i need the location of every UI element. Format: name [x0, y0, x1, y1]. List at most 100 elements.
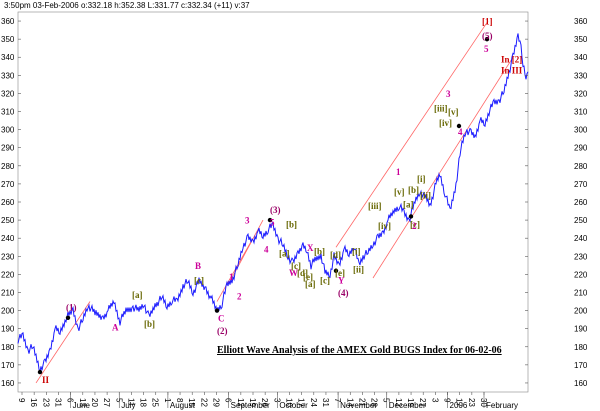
wave-label: [a] [305, 279, 316, 289]
y-tick-label-right: 320 [574, 89, 588, 98]
header-readout: 3:50pm 03-Feb-2006 o:332.18 h:352.38 L:3… [4, 1, 250, 10]
wave-label: [v] [394, 187, 405, 197]
y-tick-label-left: 160 [1, 379, 15, 388]
channel-lines [35, 20, 514, 384]
wave-label: [a] [132, 290, 143, 300]
x-tick-label: 18 [139, 398, 148, 407]
y-tick-label-left: 330 [1, 71, 15, 80]
channel-line [35, 301, 91, 384]
x-tick-label: 19 [248, 398, 257, 407]
wave-label: [e] [303, 272, 313, 282]
y-tick-label-left: 210 [1, 288, 15, 297]
x-tick-label: 25 [151, 398, 160, 407]
x-tick-label: 27 [418, 398, 427, 407]
wave-label: [v] [448, 107, 459, 117]
y-tick-label-right: 200 [574, 307, 588, 316]
month-label: February [486, 401, 518, 410]
x-tick-label: 31 [321, 398, 330, 407]
x-tick-label: 12 [394, 398, 403, 407]
y-tick-label-right: 340 [574, 53, 588, 62]
y-tick-label-right: 220 [574, 270, 588, 279]
x-tick-label: 9 [443, 398, 452, 403]
x-tick-label: 1 [163, 398, 172, 403]
month-label: October [279, 401, 308, 410]
x-tick-label: 3 [272, 398, 281, 403]
wave-label: 2 [237, 292, 242, 302]
wave-label: (3) [270, 205, 281, 215]
x-tick-label: 13 [78, 398, 87, 407]
pivot-point [267, 217, 273, 223]
y-tick-label-right: 190 [574, 325, 588, 334]
x-tick-label: 23 [41, 398, 50, 407]
price-series-line [17, 33, 529, 374]
y-tick-label-left: 320 [1, 89, 15, 98]
pivot-point [484, 36, 490, 42]
x-axis: 9 16 23 31 6 13 20 27 5 11 18 25 1 8 15 22 29 6 12 19 26 3 10 1… [17, 392, 518, 410]
wave-label: In III [501, 66, 523, 76]
pivot-point [456, 123, 462, 129]
wave-label: (2) [217, 326, 228, 336]
wave-label: [e] [335, 268, 345, 278]
x-tick-label: 11 [126, 398, 135, 407]
wave-label: A [112, 322, 119, 332]
wave-label: In [2] [501, 55, 522, 65]
wave-label: [c] [194, 275, 204, 285]
y-tick-label-left: 220 [1, 270, 15, 279]
y-axis-right: 160 170 180 190 200 210 220 230 240 250 260 270 280 2… [525, 17, 588, 388]
y-tick-label-right: 250 [574, 216, 588, 225]
wave-label: (5) [482, 31, 493, 41]
x-tick-label: 20 [90, 398, 99, 407]
x-tick-label: 23 [467, 398, 476, 407]
title-background [212, 343, 470, 357]
month-label: August [170, 401, 196, 410]
x-tick-label: 14 [345, 398, 354, 407]
y-tick-label-left: 250 [1, 216, 15, 225]
y-tick-label-left: 170 [1, 361, 15, 370]
x-tick-label: 29 [212, 398, 221, 407]
x-tick-label: 22 [199, 398, 208, 407]
channel-line [228, 219, 264, 284]
y-tick-label-left: 340 [1, 53, 15, 62]
wave-label: [iv] [439, 118, 452, 128]
x-tick-label: 6 [66, 398, 75, 403]
wave-label: (1) [66, 303, 77, 313]
y-axis-left: 160 170 180 190 200 210 220 230 240 250 260 270 280 2… [1, 17, 21, 388]
wave-label: [c] [291, 261, 301, 271]
wave-label: [d] [297, 268, 308, 278]
wave-label: [c] [320, 275, 330, 285]
wave-label: C [218, 313, 225, 323]
y-tick-label-right: 350 [574, 35, 588, 44]
y-tick-label-left: 200 [1, 307, 15, 316]
month-label: 2006 [450, 401, 468, 410]
pivot-point [37, 369, 43, 375]
y-tick-label-left: 280 [1, 162, 15, 171]
x-tick-label: 19 [406, 398, 415, 407]
x-tick-label: 16 [29, 398, 38, 407]
wave-label: [ii] [353, 265, 364, 275]
x-tick-label: 6 [224, 398, 233, 403]
wave-label: [d] [330, 250, 341, 260]
y-tick-label-right: 180 [574, 343, 588, 352]
channel-line [372, 57, 514, 279]
y-tick-label-right: 260 [574, 198, 588, 207]
wave-label: [b] [144, 319, 155, 329]
wave-label: (4) [338, 288, 349, 298]
y-tick-label-right: 170 [574, 361, 588, 370]
y-tick-label-right: 210 [574, 288, 588, 297]
wave-label: W [289, 268, 298, 278]
wave-label: [b] [408, 185, 419, 195]
x-tick-label: 9 [17, 398, 26, 403]
wave-label: [iii] [434, 104, 448, 114]
y-tick-label-right: 240 [574, 234, 588, 243]
x-tick-label: 31 [53, 398, 62, 407]
wave-label: 4 [264, 245, 269, 255]
channel-line [335, 20, 489, 248]
wave-label: [c] [410, 219, 420, 229]
wave-label: 5 [484, 44, 489, 54]
x-tick-label: 26 [260, 398, 269, 407]
y-tick-label-left: 310 [1, 108, 15, 117]
pivot-point [65, 315, 71, 321]
y-tick-label-right: 310 [574, 108, 588, 117]
month-label: December [389, 401, 426, 410]
y-tick-label-left: 190 [1, 325, 15, 334]
